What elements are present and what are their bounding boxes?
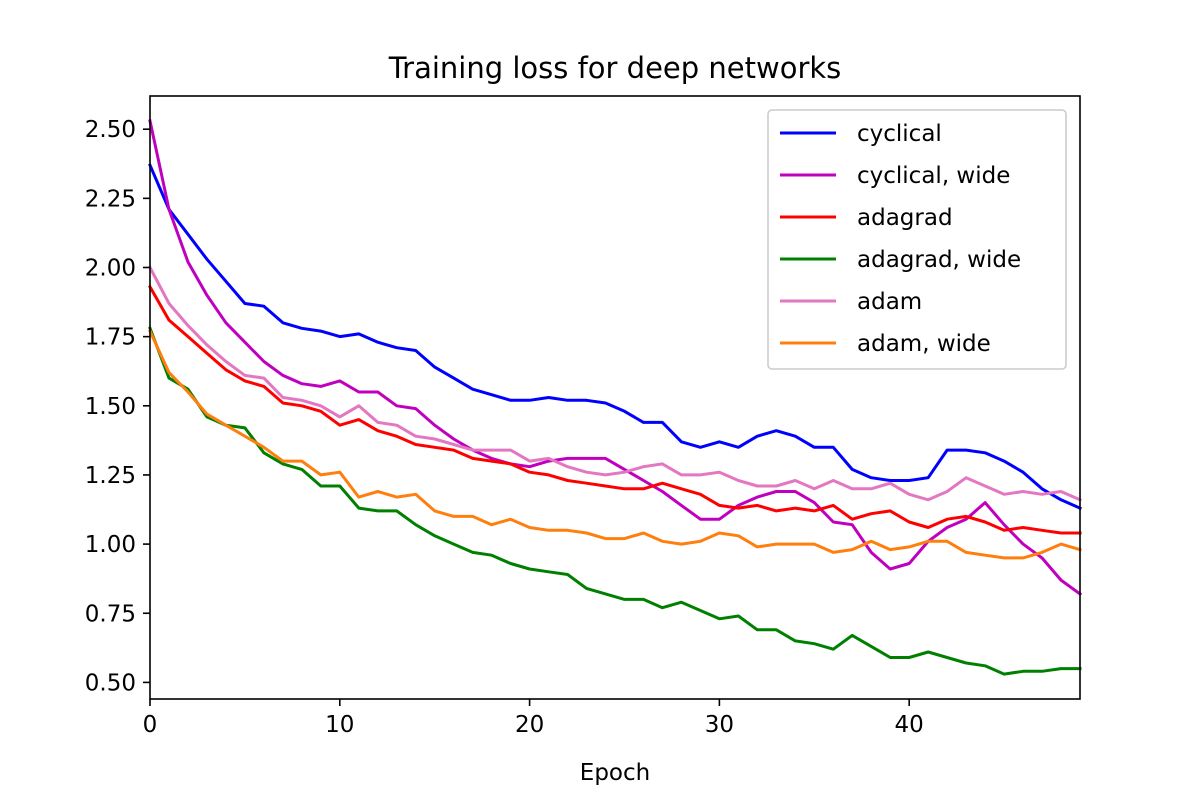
legend-box bbox=[767, 109, 1067, 370]
x-tick-label: 30 bbox=[705, 712, 734, 738]
y-tick-label: 0.50 bbox=[85, 670, 136, 696]
y-tick-label: 1.50 bbox=[85, 394, 136, 420]
series-line-adam-wide bbox=[148, 329, 1082, 560]
legend-label: cyclical bbox=[857, 121, 942, 147]
series-line-adagrad-wide bbox=[148, 326, 1082, 676]
legend-label: adagrad bbox=[857, 205, 953, 231]
legend-label: adam bbox=[857, 289, 922, 315]
y-axis: 0.50 0.75 1.00 1.25 1.50 1.75 2.00 2.25 2.50 bbox=[85, 117, 150, 696]
legend: cyclical cyclical, wide adagrad adagrad, wi… bbox=[767, 109, 1067, 370]
legend-label: adam, wide bbox=[857, 331, 991, 357]
x-axis: 0 10 20 30 40 bbox=[143, 699, 924, 738]
y-tick-label: 1.75 bbox=[85, 325, 136, 351]
x-tick-label: 0 bbox=[143, 712, 158, 738]
legend-label: cyclical, wide bbox=[857, 163, 1010, 189]
y-tick-label: 2.00 bbox=[85, 255, 136, 281]
plot-area-frame bbox=[149, 95, 1081, 700]
y-tick-label: 2.50 bbox=[85, 117, 136, 143]
x-tick-label: 40 bbox=[895, 712, 924, 738]
series-line-adagrad bbox=[147, 284, 1082, 535]
series-line-cyclical-wide bbox=[148, 119, 1083, 596]
series-line-cyclical bbox=[148, 163, 1082, 511]
x-tick-label: 20 bbox=[515, 712, 544, 738]
y-tick-label: 0.75 bbox=[85, 601, 136, 627]
y-tick-label: 2.25 bbox=[85, 186, 136, 212]
series-line-adam bbox=[147, 265, 1082, 502]
chart-title: Training loss for deep networks bbox=[388, 51, 842, 85]
x-axis-label: Epoch bbox=[580, 760, 650, 786]
y-tick-label: 1.25 bbox=[85, 463, 136, 489]
x-tick-label: 10 bbox=[325, 712, 354, 738]
y-tick-label: 1.00 bbox=[85, 532, 136, 558]
legend-label: adagrad, wide bbox=[857, 247, 1021, 273]
series-layer bbox=[147, 119, 1083, 676]
